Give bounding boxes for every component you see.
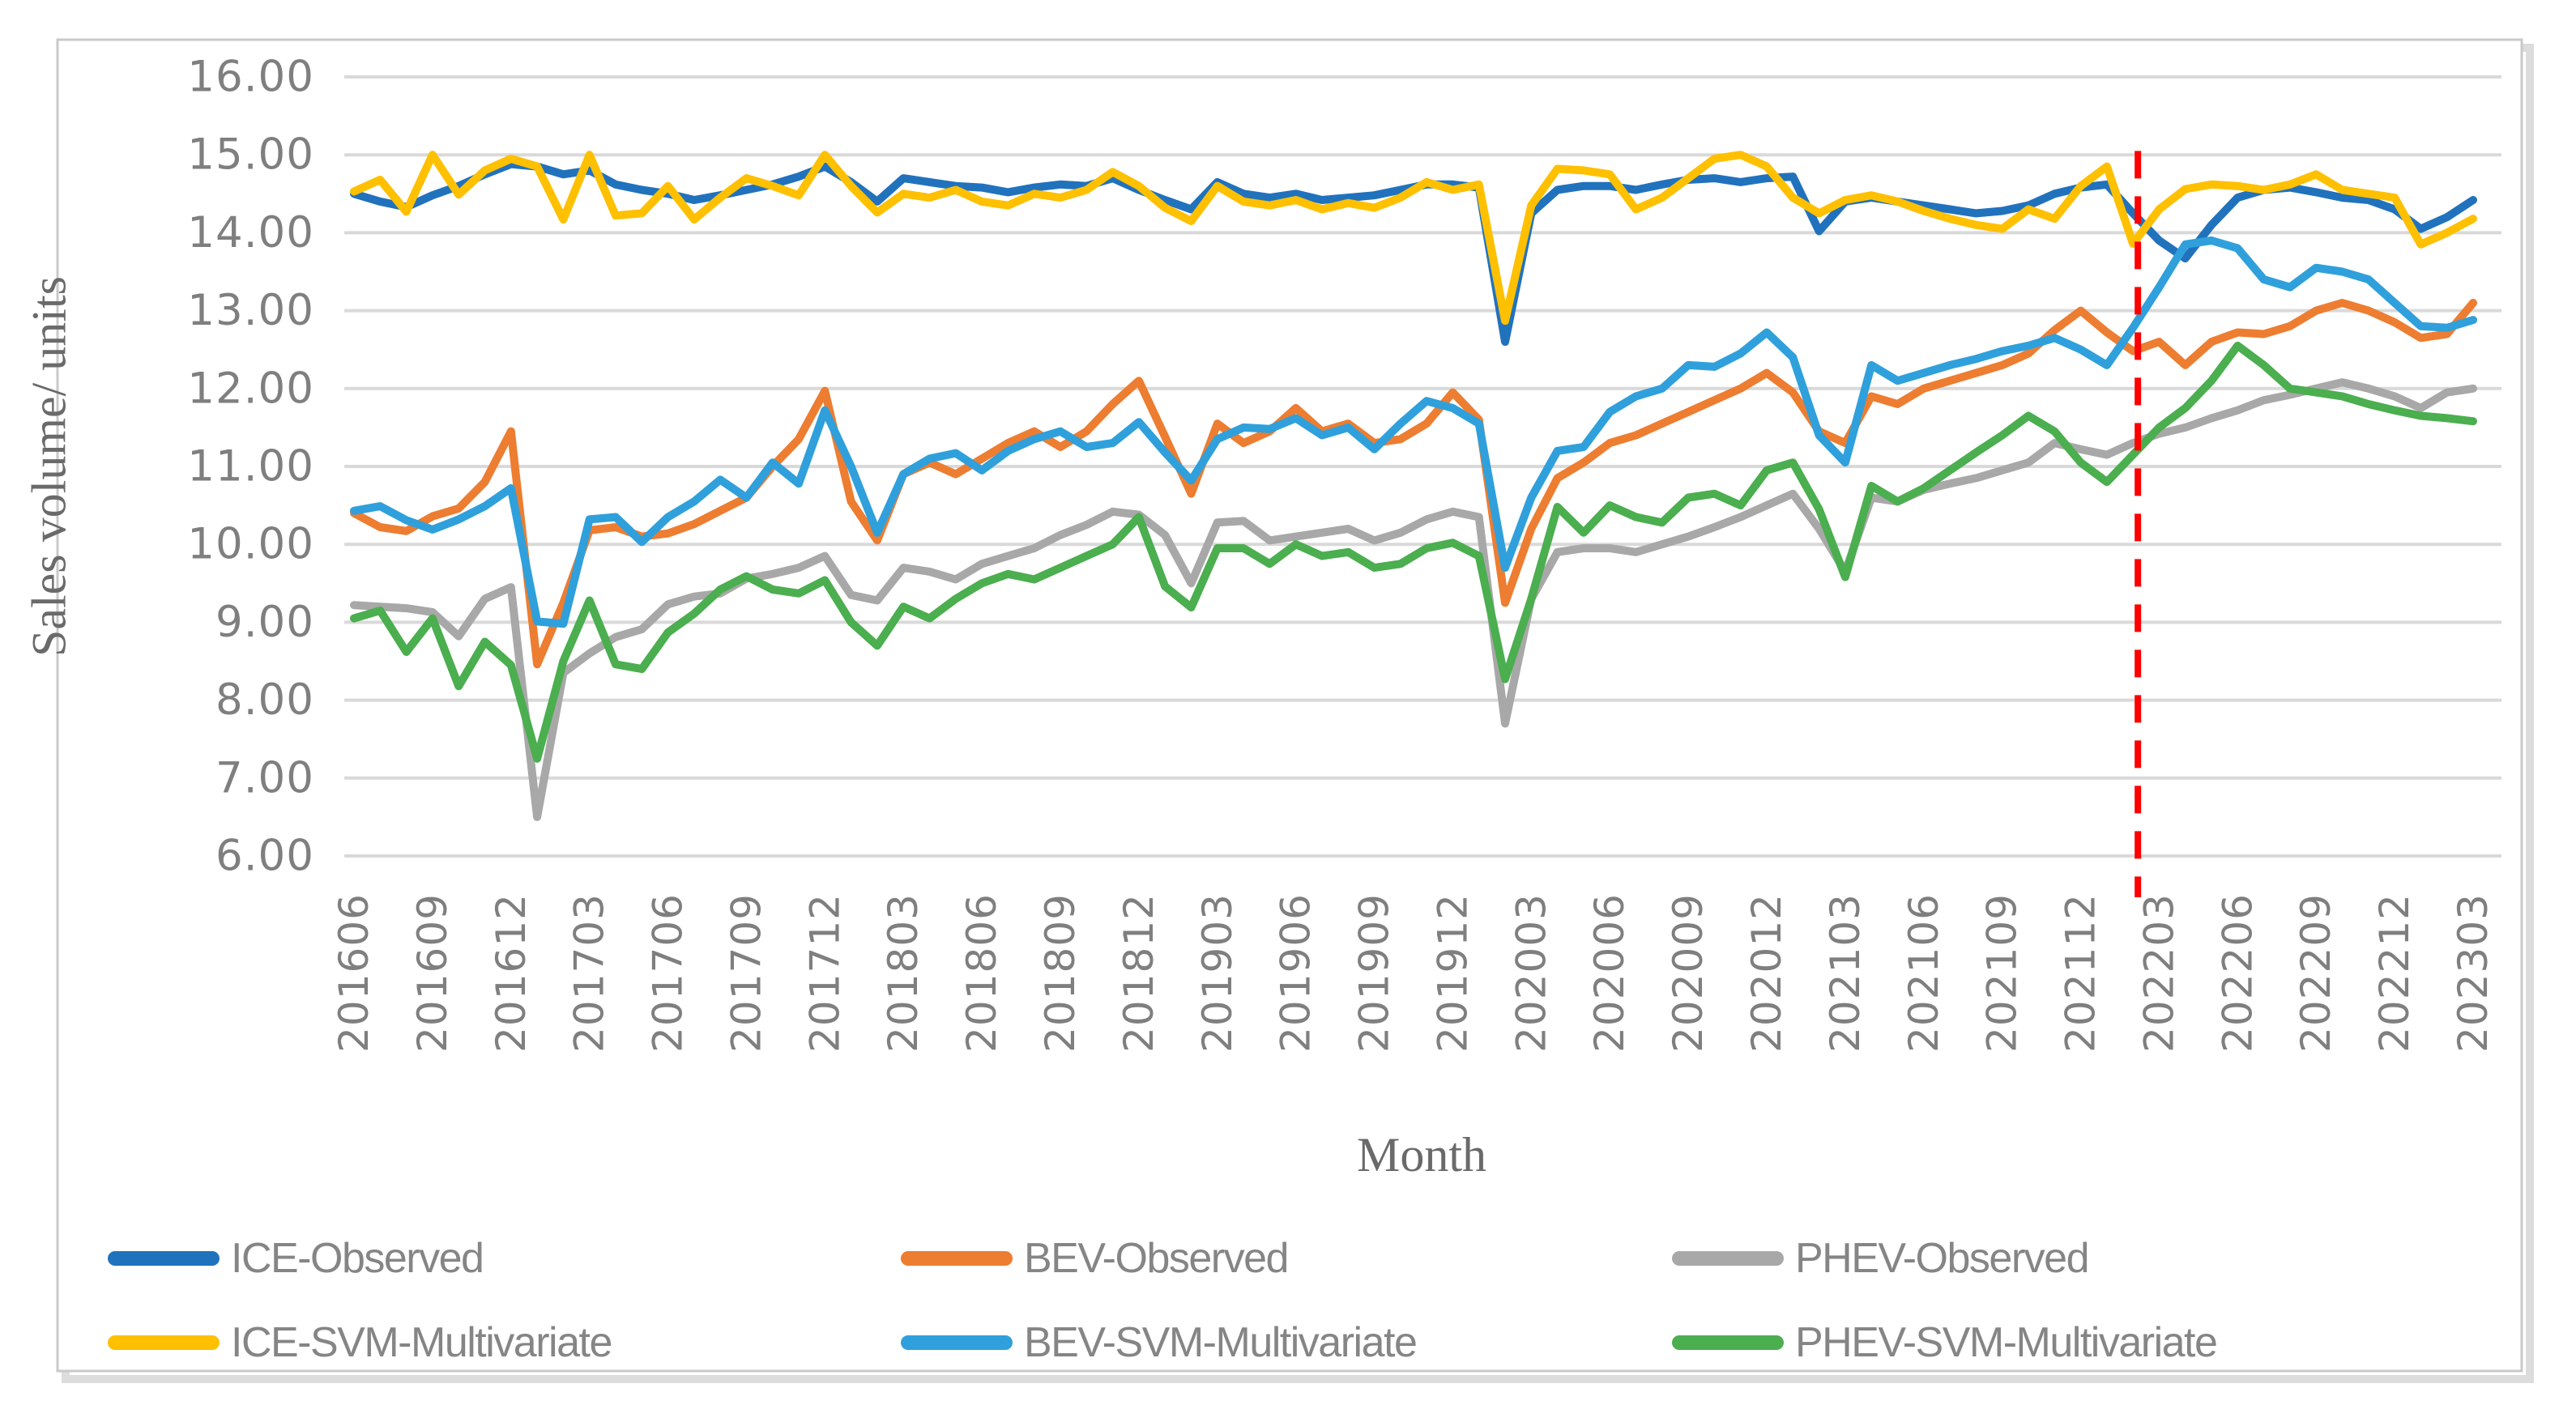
x-tick-label: 201609 [409,893,456,1053]
y-axis-title: Sales volume/ units [22,276,76,657]
x-tick-label: 202206 [2214,893,2261,1053]
x-tick-label: 202012 [1743,893,1790,1053]
y-tick-label: 6.00 [215,832,314,881]
x-tick-label: 201909 [1351,893,1398,1053]
y-tick-label: 10.00 [187,520,314,569]
legend-item-ice-observed: ICE-Observed [108,1234,484,1283]
series-line-phev-observed [350,378,2477,821]
legend-label-phev-observed: PHEV-Observed [1795,1235,2090,1282]
x-tick-label: 202106 [1900,893,1947,1053]
legend-label-bev-svm-multivariate: BEV-SVM-Multivariate [1024,1319,1418,1366]
x-tick-label: 201709 [723,893,770,1053]
x-tick-label: 201912 [1429,893,1476,1053]
y-tick-label: 11.00 [187,442,314,492]
y-tick-label: 14.00 [187,208,314,258]
x-tick-label: 202109 [1979,893,2026,1053]
legend-label-bev-observed: BEV-Observed [1024,1235,1289,1282]
legend-item-phev-observed: PHEV-Observed [1672,1234,2090,1283]
x-tick-label: 201806 [958,893,1005,1053]
legend-item-bev-svm-multivariate: BEV-SVM-Multivariate [901,1318,1418,1367]
x-tick-label: 201606 [331,893,377,1053]
legend-item-ice-svm-multivariate: ICE-SVM-Multivariate [108,1318,612,1367]
y-tick-label: 7.00 [215,753,314,803]
y-tick-label: 12.00 [187,364,314,413]
x-tick-label: 202009 [1665,893,1712,1053]
series-line-bev-svm-multivariate [350,236,2477,628]
figure-border [56,38,2523,1373]
x-tick-label: 201703 [566,893,613,1053]
x-tick-label: 202006 [1586,893,1633,1053]
legend-label-ice-observed: ICE-Observed [231,1235,484,1282]
x-tick-label: 202212 [2371,893,2418,1053]
x-tick-label: 201906 [1273,893,1320,1053]
x-tick-label: 201803 [880,893,927,1053]
x-tick-label: 201903 [1194,893,1241,1053]
x-tick-label: 201712 [801,893,848,1053]
y-tick-label: 9.00 [215,598,314,647]
legend-swatch-ice-observed [108,1251,220,1266]
x-tick-label: 202203 [2135,893,2182,1053]
x-tick-label: 201612 [488,893,535,1053]
legend-swatch-phev-observed [1672,1251,1784,1266]
x-tick-label: 201812 [1115,893,1162,1053]
x-tick-label: 202003 [1508,893,1555,1053]
x-axis-title: Month [1356,1128,1487,1181]
legend-swatch-ice-svm-multivariate [108,1335,220,1350]
x-tick-label: 202112 [2058,893,2105,1053]
x-tick-label: 201809 [1037,893,1084,1053]
x-tick-label: 202103 [1822,893,1869,1053]
x-tick-label: 201706 [645,893,692,1053]
y-tick-label: 8.00 [215,675,314,725]
series-line-phev-svm-multivariate [350,341,2477,763]
x-tick-label: 202209 [2292,893,2339,1053]
legend-item-bev-observed: BEV-Observed [901,1234,1289,1283]
y-tick-label: 13.00 [187,286,314,335]
y-tick-label: 15.00 [187,130,314,180]
legend-item-phev-svm-multivariate: PHEV-SVM-Multivariate [1672,1318,2218,1367]
legend-swatch-phev-svm-multivariate [1672,1335,1784,1350]
y-tick-label: 16.00 [187,53,314,102]
legend-label-phev-svm-multivariate: PHEV-SVM-Multivariate [1795,1319,2218,1366]
legend-swatch-bev-observed [901,1251,1013,1266]
legend-label-ice-svm-multivariate: ICE-SVM-Multivariate [231,1319,612,1366]
series-line-ice-svm-multivariate [350,151,2477,326]
x-tick-label: 202303 [2450,893,2497,1053]
legend-swatch-bev-svm-multivariate [901,1335,1013,1350]
